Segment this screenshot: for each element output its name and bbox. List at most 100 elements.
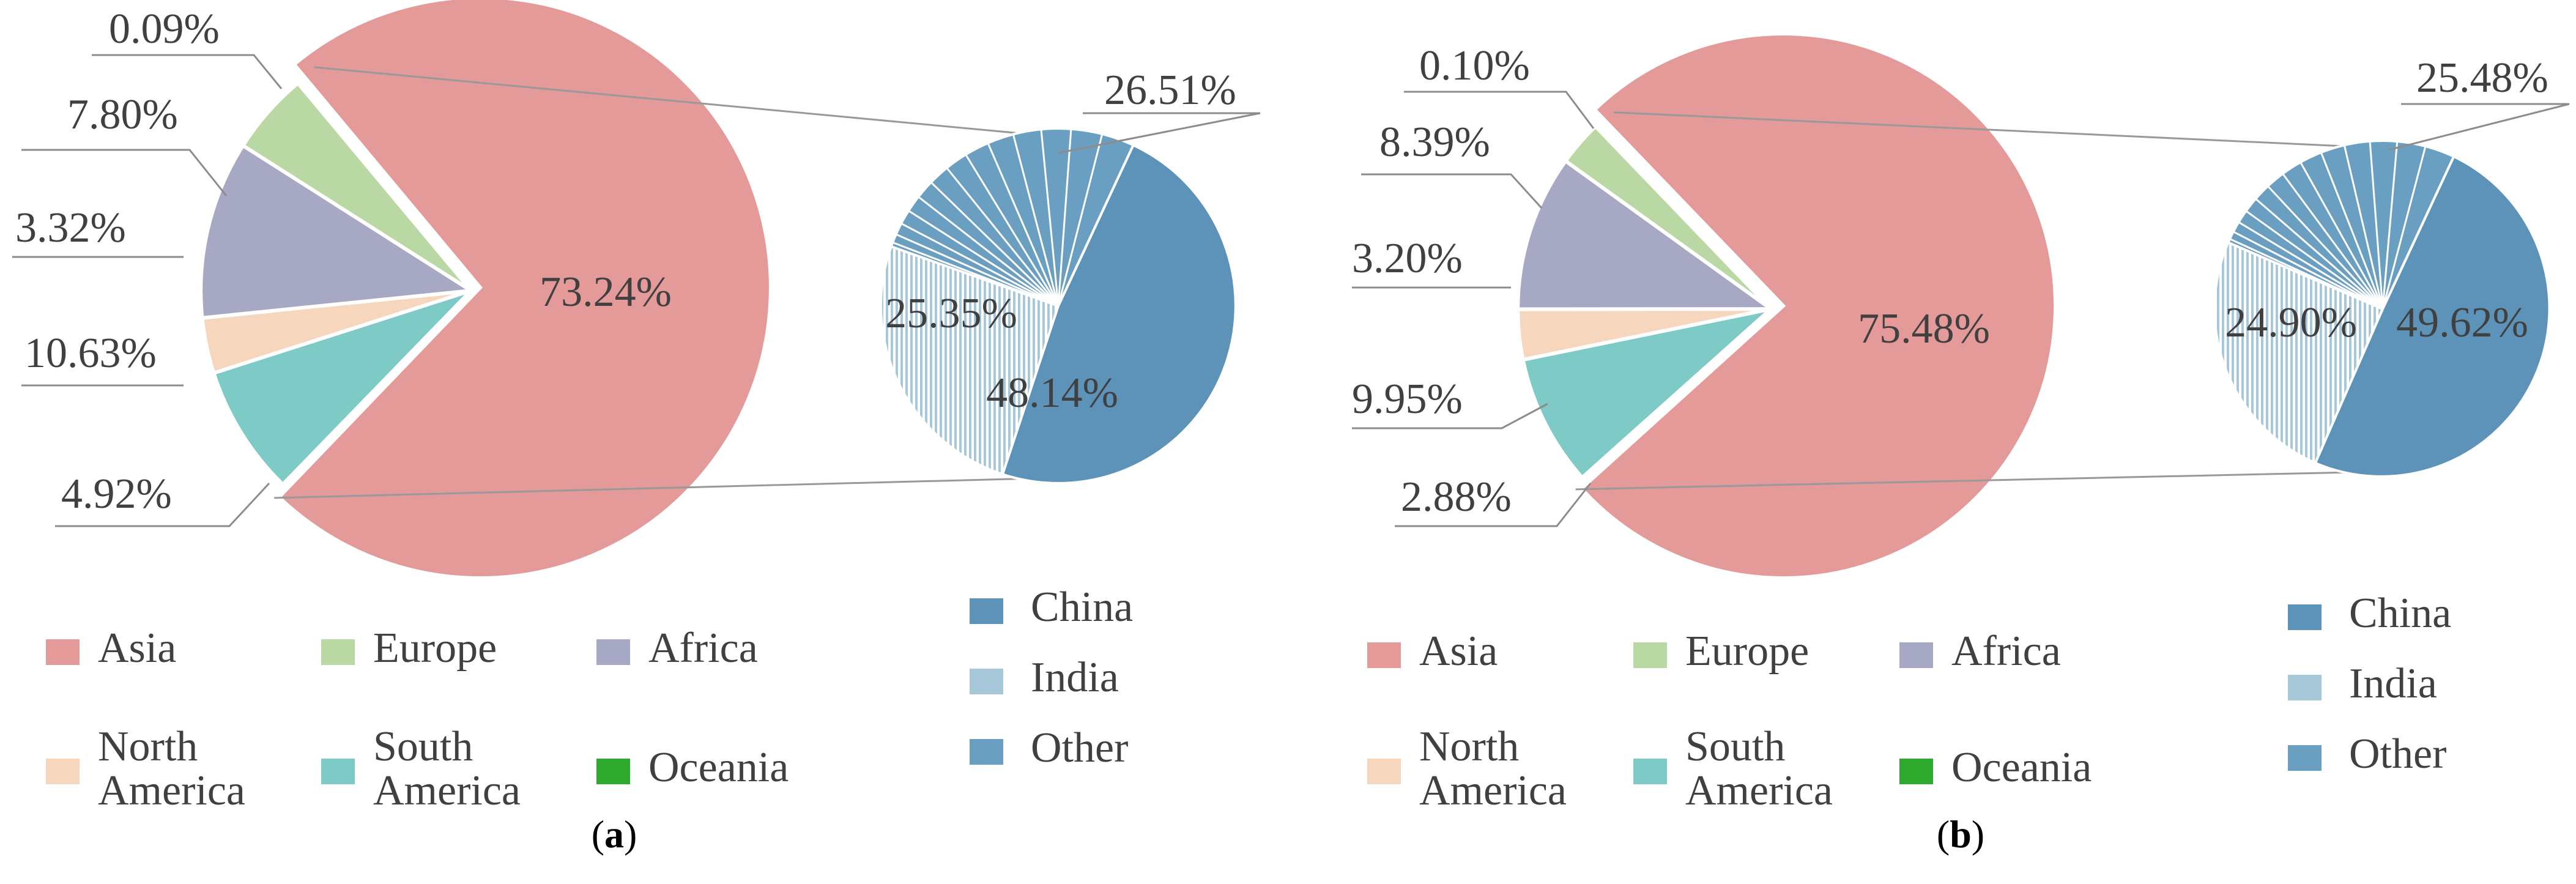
- pie-label-asia: 73.24%: [540, 269, 672, 316]
- breakdown-divider: [2320, 152, 2384, 310]
- breakdown-slice-india: [879, 245, 1060, 476]
- legend-swatch-oceania: [596, 759, 630, 784]
- pie-slice-asia: [276, 0, 773, 580]
- pie-slice-africa: [1516, 158, 1777, 311]
- legend-label-africa: Africa: [648, 625, 758, 672]
- legend-label-india: India: [2349, 660, 2437, 707]
- breakdown-slice-india: [2213, 240, 2385, 465]
- breakdown-divider: [2343, 144, 2384, 310]
- legend-swatch-china: [970, 598, 1003, 624]
- pie-leader-africa: [1352, 403, 1548, 429]
- pie-slice-europe: [1563, 124, 1773, 311]
- legend-swatch-south-america: [1633, 759, 1667, 784]
- panel-a: 73.24% 0.09% 7.80% 3.32% 10.63% 4.92% 48.14% 25…: [12, 0, 1261, 856]
- legend-swatch-other: [2288, 745, 2322, 771]
- breakdown-divider: [2255, 198, 2383, 310]
- legend-swatch-europe: [1633, 642, 1667, 668]
- legend-label-china: China: [1031, 584, 1133, 631]
- legend-swatch-south-america: [321, 759, 355, 784]
- legend-swatch-china: [2288, 604, 2322, 630]
- legend-swatch-europe: [321, 639, 355, 665]
- breakdown-divider: [1057, 133, 1104, 306]
- breakdown-leader-other: [1058, 112, 1261, 154]
- pie-label-south-america: 8.39%: [1379, 119, 1490, 166]
- panel-b: 75.48% 0.10% 8.39% 3.20% 9.95% 2.88% 49.62% 24.…: [1352, 32, 2570, 856]
- pie-label-oceania: 0.10%: [1419, 42, 1530, 89]
- legend-swatch-oceania: [1899, 759, 1933, 784]
- legend-label-china: China: [2349, 590, 2451, 637]
- breakdown-label-other: 26.51%: [1104, 67, 1236, 114]
- breakdown-divider: [2381, 141, 2399, 310]
- legend-swatch-africa: [1899, 642, 1933, 668]
- pie-label-africa: 9.95%: [1352, 376, 1463, 423]
- breakdown-divider: [2245, 210, 2383, 310]
- legend-label-india: India: [1031, 654, 1119, 701]
- legend-label-north-america: North: [98, 723, 198, 770]
- pie-label-north-america: 3.32%: [15, 204, 126, 251]
- legend-swatch-india: [970, 669, 1003, 694]
- pie-leader-europe: [55, 482, 270, 527]
- breakdown-label-china: 48.14%: [986, 370, 1118, 417]
- legend-label-europe: Europe: [373, 625, 497, 672]
- breakdown-slice-china: [2314, 155, 2551, 478]
- breakdown-divider: [2299, 162, 2384, 310]
- legend-label-asia: Asia: [1419, 628, 1498, 675]
- breakdown-divider: [2267, 185, 2384, 310]
- legend-swatch-other: [970, 739, 1003, 765]
- pie-leader-europe: [1395, 483, 1592, 527]
- breakdown-leader-other: [2388, 103, 2570, 151]
- legend-swatch-asia: [1367, 642, 1401, 668]
- legend-label-north-america: North: [1419, 723, 1519, 770]
- pie-label-africa: 10.63%: [24, 330, 157, 377]
- breakdown-label-india: 24.90%: [2225, 299, 2357, 346]
- legend-label-south-america: South: [1685, 723, 1785, 770]
- pie-leader-south-america: [1361, 173, 1543, 209]
- breakdown-divider: [2282, 173, 2384, 310]
- breakdown-slice-other: [2226, 139, 2455, 311]
- pie-slice-europe: [240, 80, 473, 292]
- pie-slice-south-america: [211, 289, 473, 488]
- breakdown-divider: [946, 167, 1060, 306]
- pie-leader-oceania: [1404, 91, 1595, 129]
- legend-swatch-africa: [596, 639, 630, 665]
- breakdown-divider: [2238, 221, 2383, 310]
- breakdown-slice-china: [1001, 143, 1237, 485]
- connector-line-bottom: [274, 476, 1083, 499]
- breakdown-divider: [2369, 141, 2384, 310]
- legend-label-south-america: South: [373, 723, 473, 770]
- legend-label-oceania: Oceania: [1951, 744, 2092, 791]
- pie-label-europe: 4.92%: [61, 470, 172, 518]
- breakdown-divider: [930, 181, 1060, 307]
- legend-label-africa: Africa: [1951, 628, 2061, 675]
- pie-slice-africa: [199, 143, 477, 320]
- breakdown-divider: [896, 233, 1059, 307]
- breakdown-divider: [1040, 129, 1060, 306]
- pie-label-asia: 75.48%: [1858, 305, 1990, 352]
- legend-swatch-asia: [46, 639, 80, 665]
- legend-label-south-america: America: [1685, 767, 1833, 814]
- pie-slice-asia: [1578, 32, 2057, 580]
- pie-leader-oceania: [92, 54, 283, 89]
- breakdown-label-other: 25.48%: [2416, 54, 2548, 102]
- legend-label-north-america: America: [98, 767, 245, 814]
- breakdown-divider: [900, 222, 1059, 307]
- breakdown-divider: [2233, 231, 2383, 310]
- breakdown-divider: [918, 196, 1059, 307]
- legend-swatch-india: [2288, 675, 2322, 700]
- pie-leader-south-america: [21, 149, 228, 196]
- legend-label-other: Other: [2349, 730, 2446, 778]
- pie-slice-south-america: [1521, 305, 1778, 480]
- pie-label-oceania: 0.09%: [109, 6, 220, 53]
- connector-line-top: [314, 66, 1034, 136]
- legend-label-north-america: America: [1419, 767, 1567, 814]
- breakdown-divider: [908, 210, 1059, 307]
- legend-swatch-north-america: [1367, 759, 1401, 784]
- breakdown-divider: [2381, 146, 2427, 310]
- pie-label-north-america: 3.20%: [1352, 235, 1463, 282]
- breakdown-divider: [987, 143, 1060, 306]
- legend-label-asia: Asia: [98, 625, 176, 672]
- legend-label-other: Other: [1031, 724, 1128, 771]
- breakdown-divider: [965, 154, 1060, 306]
- breakdown-label-india: 25.35%: [885, 290, 1017, 337]
